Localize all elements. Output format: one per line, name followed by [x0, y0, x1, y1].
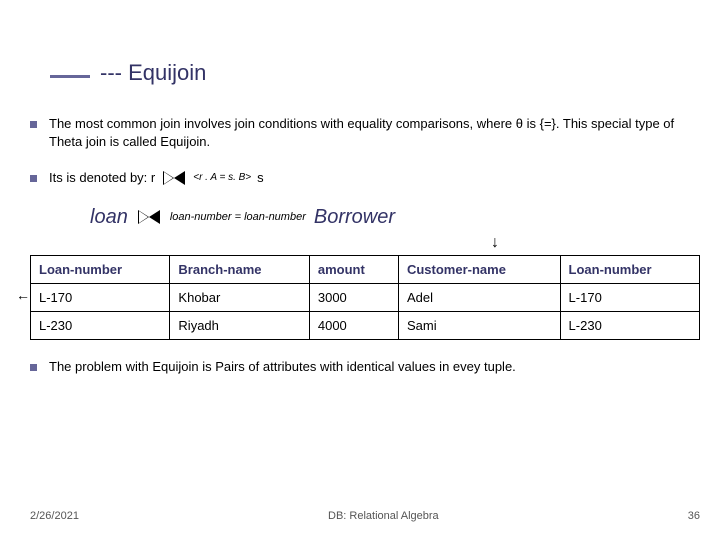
slide-title: --- Equijoin [100, 60, 206, 86]
col-header: Loan-number [31, 255, 170, 283]
col-header: Customer-name [398, 255, 560, 283]
table-wrapper: ← Loan-number Branch-name amount Custome… [30, 255, 710, 340]
bullet-3-text: The problem with Equijoin is Pairs of at… [49, 358, 710, 376]
bullet-icon [30, 175, 37, 182]
body: The most common join involves join condi… [30, 115, 710, 394]
table-row: L-170 Khobar 3000 Adel L-170 [31, 283, 700, 311]
footer: 2/26/2021 DB: Relational Algebra 36 [0, 510, 720, 522]
col-header: amount [309, 255, 398, 283]
left-relation: loan [90, 206, 128, 229]
cell: L-170 [31, 283, 170, 311]
footer-page: 36 [688, 510, 700, 522]
bowtie-icon [163, 171, 185, 185]
bullet-3: The problem with Equijoin is Pairs of at… [30, 358, 710, 376]
join-condition: loan-number = loan-number [170, 211, 306, 223]
cell: Sami [398, 311, 560, 339]
cell: L-230 [31, 311, 170, 339]
result-table: Loan-number Branch-name amount Customer-… [30, 255, 700, 340]
cell: 4000 [309, 311, 398, 339]
col-header: Loan-number [560, 255, 699, 283]
cell: Adel [398, 283, 560, 311]
title-accent-line [50, 75, 90, 78]
bullet-1-text: The most common join involves join condi… [49, 115, 710, 151]
col-header: Branch-name [170, 255, 309, 283]
title-dashes: --- [100, 60, 122, 85]
footer-date: 2/26/2021 [30, 510, 79, 522]
notation-suffix: s [257, 169, 264, 187]
bullet-1: The most common join involves join condi… [30, 115, 710, 151]
footer-center: DB: Relational Algebra [328, 510, 439, 522]
notation-cond: <r . A = s. B> [193, 171, 251, 185]
join-expression: loan loan-number = loan-number Borrower [90, 206, 710, 229]
notation-prefix: Its is denoted by: r [49, 169, 155, 187]
right-relation: Borrower [314, 206, 395, 229]
title-word: Equijoin [128, 60, 206, 85]
bullet-2: Its is denoted by: r <r . A = s. B> s [30, 169, 710, 187]
arrow-left-icon: ← [16, 287, 30, 303]
bullet-2-text: Its is denoted by: r <r . A = s. B> s [49, 169, 710, 187]
bullet-icon [30, 364, 37, 371]
table-header-row: Loan-number Branch-name amount Customer-… [31, 255, 700, 283]
cell: Khobar [170, 283, 309, 311]
arrow-down-icon: ↓ [280, 235, 710, 251]
bullet-icon [30, 121, 37, 128]
cell: Riyadh [170, 311, 309, 339]
table-row: L-230 Riyadh 4000 Sami L-230 [31, 311, 700, 339]
cell: L-170 [560, 283, 699, 311]
cell: 3000 [309, 283, 398, 311]
cell: L-230 [560, 311, 699, 339]
bowtie-icon [138, 210, 160, 224]
